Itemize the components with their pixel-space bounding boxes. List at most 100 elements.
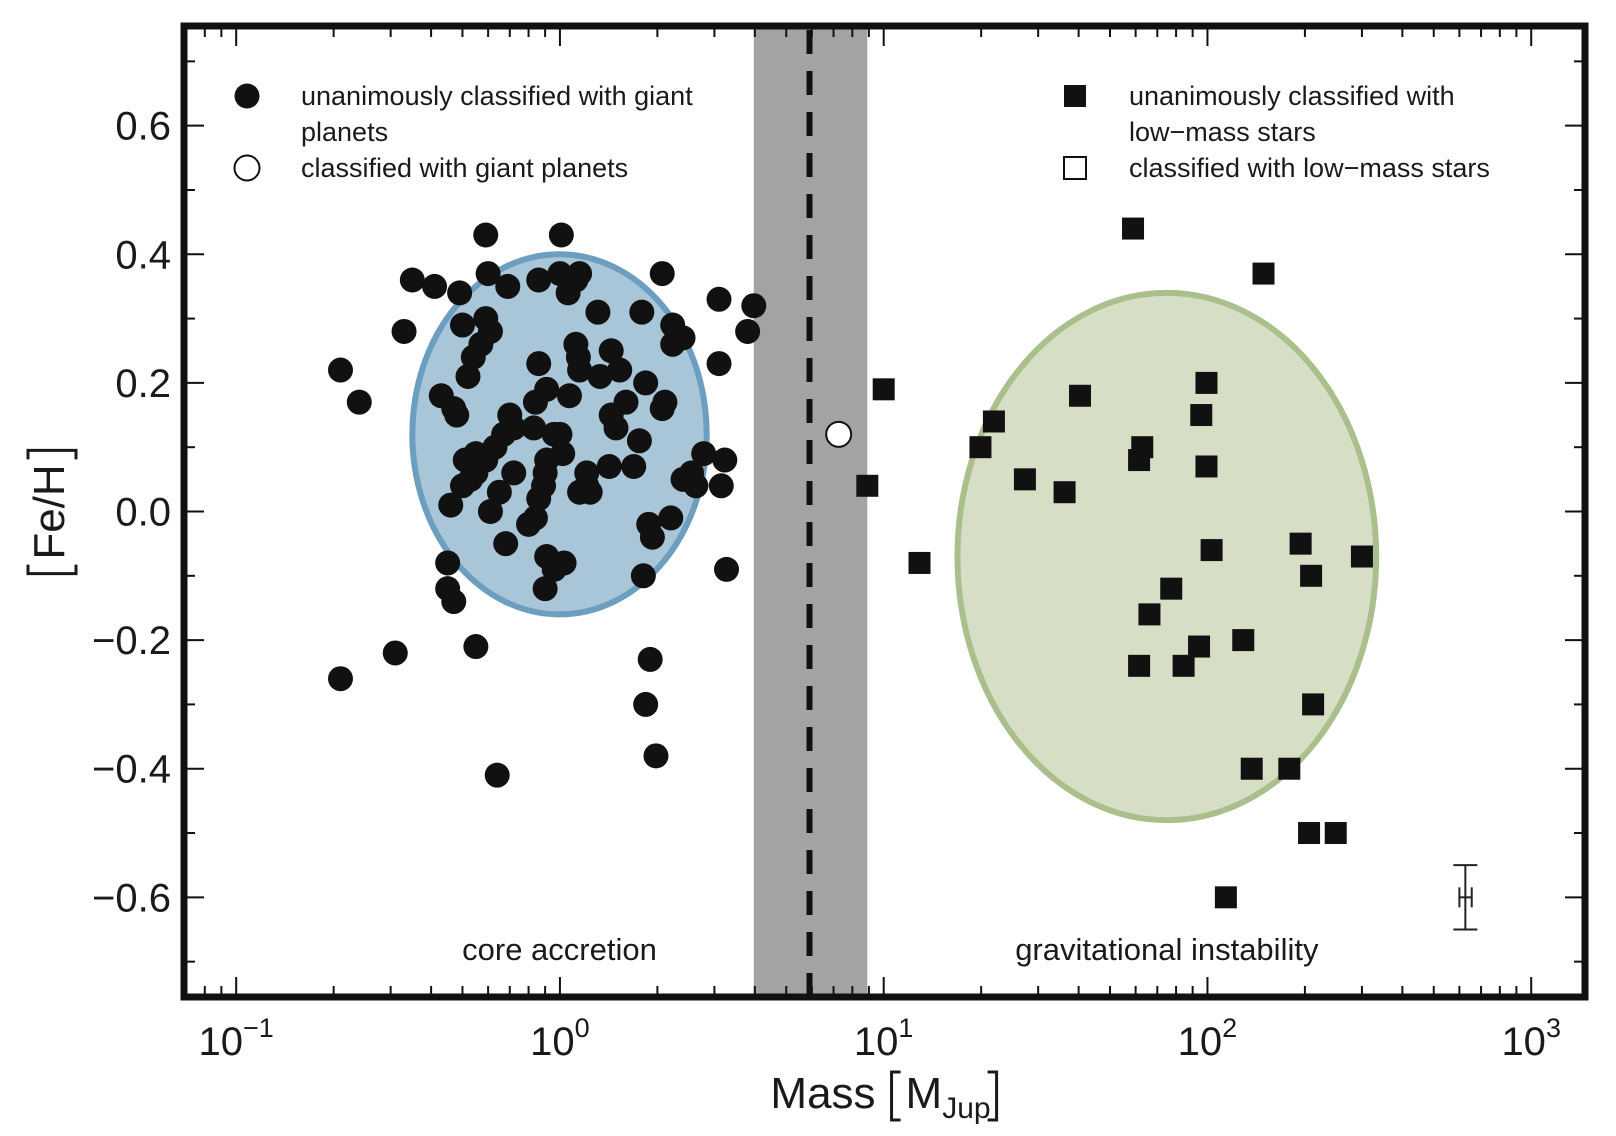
data-point	[630, 563, 656, 589]
data-point	[621, 453, 647, 479]
data-point	[422, 273, 448, 299]
data-point	[1122, 217, 1145, 240]
data-point	[856, 474, 879, 497]
data-point	[735, 318, 761, 344]
x-axis-title: Mass	[770, 1069, 875, 1118]
data-point	[382, 640, 408, 666]
data-point	[741, 293, 767, 319]
legend-marker	[233, 154, 261, 182]
data-point	[639, 524, 665, 550]
y-tick-label: 0.4	[115, 233, 171, 277]
x-axis-unit: MJup	[906, 1069, 991, 1125]
data-point	[1298, 822, 1321, 845]
data-point	[1160, 577, 1183, 600]
data-point	[1324, 822, 1347, 845]
legend: unanimously classified with giant planet…	[301, 78, 731, 186]
x-axis-label: Mass MJup	[770, 1069, 999, 1125]
data-point	[658, 505, 684, 531]
data-point	[516, 511, 542, 537]
data-point	[555, 280, 581, 306]
data-point	[567, 261, 593, 287]
y-axis-label: Fe/H	[25, 448, 78, 576]
y-axis-title: Fe/H	[25, 464, 74, 559]
data-point	[522, 389, 548, 415]
x-tick-label: 101	[854, 1013, 914, 1064]
data-point	[441, 589, 467, 615]
legend-marker	[1063, 156, 1087, 180]
y-tick-label: −0.4	[92, 748, 171, 792]
data-point	[577, 479, 603, 505]
data-point	[1190, 404, 1213, 427]
x-tick-base: 10	[1178, 1020, 1223, 1064]
data-point	[1069, 384, 1092, 407]
data-point	[1172, 654, 1195, 677]
data-point	[708, 473, 734, 499]
data-point	[1188, 635, 1211, 658]
legend-marker	[234, 83, 260, 109]
x-tick-exponent: 2	[1222, 1013, 1237, 1043]
x-tick-base: 10	[530, 1020, 575, 1064]
data-point	[473, 222, 499, 248]
data-point	[1128, 654, 1151, 677]
data-point	[1300, 564, 1323, 587]
legend-label: unanimously classified with low−mass sta…	[1129, 81, 1455, 147]
y-tick-label: −0.2	[92, 619, 171, 663]
data-point	[346, 389, 372, 415]
bracket	[26, 448, 78, 460]
data-point	[637, 646, 663, 672]
data-point	[649, 396, 675, 422]
data-point	[548, 222, 574, 248]
data-point	[607, 357, 633, 383]
region-label: core accretion	[462, 932, 657, 967]
data-point	[435, 550, 461, 576]
data-point	[598, 338, 624, 364]
data-point	[327, 666, 353, 692]
data-point	[982, 410, 1005, 433]
data-point	[969, 436, 992, 459]
data-point	[486, 479, 512, 505]
data-point	[463, 634, 489, 660]
region-label: gravitational instability	[1015, 932, 1319, 967]
data-point	[714, 556, 740, 582]
legend-marker	[1064, 85, 1086, 107]
data-point	[587, 363, 613, 389]
legend-label: unanimously classified with giant planet…	[301, 81, 693, 147]
data-point	[547, 421, 573, 447]
data-point	[1240, 757, 1263, 780]
data-point	[603, 415, 629, 441]
data-point	[1214, 886, 1237, 909]
x-axis-unit-symbol: M	[906, 1069, 943, 1118]
data-point	[1138, 603, 1161, 626]
data-point	[541, 556, 567, 582]
y-tick-label: −0.6	[92, 876, 171, 920]
data-point	[567, 357, 593, 383]
x-tick-exponent: −1	[243, 1013, 274, 1043]
data-point	[1200, 539, 1223, 562]
data-point	[455, 363, 481, 389]
y-tick-label: 0.2	[115, 362, 171, 406]
bracket	[890, 1070, 901, 1122]
data-point	[1232, 629, 1255, 652]
data-point	[1350, 545, 1373, 568]
x-tick-label: 100	[530, 1013, 590, 1064]
data-point	[626, 428, 652, 454]
data-point	[1252, 262, 1275, 285]
data-point	[1278, 757, 1301, 780]
x-tick-exponent: 3	[1546, 1013, 1561, 1043]
x-tick-label: 102	[1178, 1013, 1238, 1064]
data-point	[1128, 449, 1151, 472]
data-point	[585, 299, 611, 325]
data-point	[475, 261, 501, 287]
data-point	[391, 318, 417, 344]
shaded-band	[753, 26, 868, 997]
data-point	[691, 441, 717, 467]
data-point	[501, 460, 527, 486]
data-point	[1013, 468, 1036, 491]
x-tick-base: 10	[199, 1020, 244, 1064]
data-point	[660, 331, 686, 357]
data-point	[493, 531, 519, 557]
data-point	[526, 351, 552, 377]
data-point	[438, 492, 464, 518]
bracket	[26, 564, 78, 576]
